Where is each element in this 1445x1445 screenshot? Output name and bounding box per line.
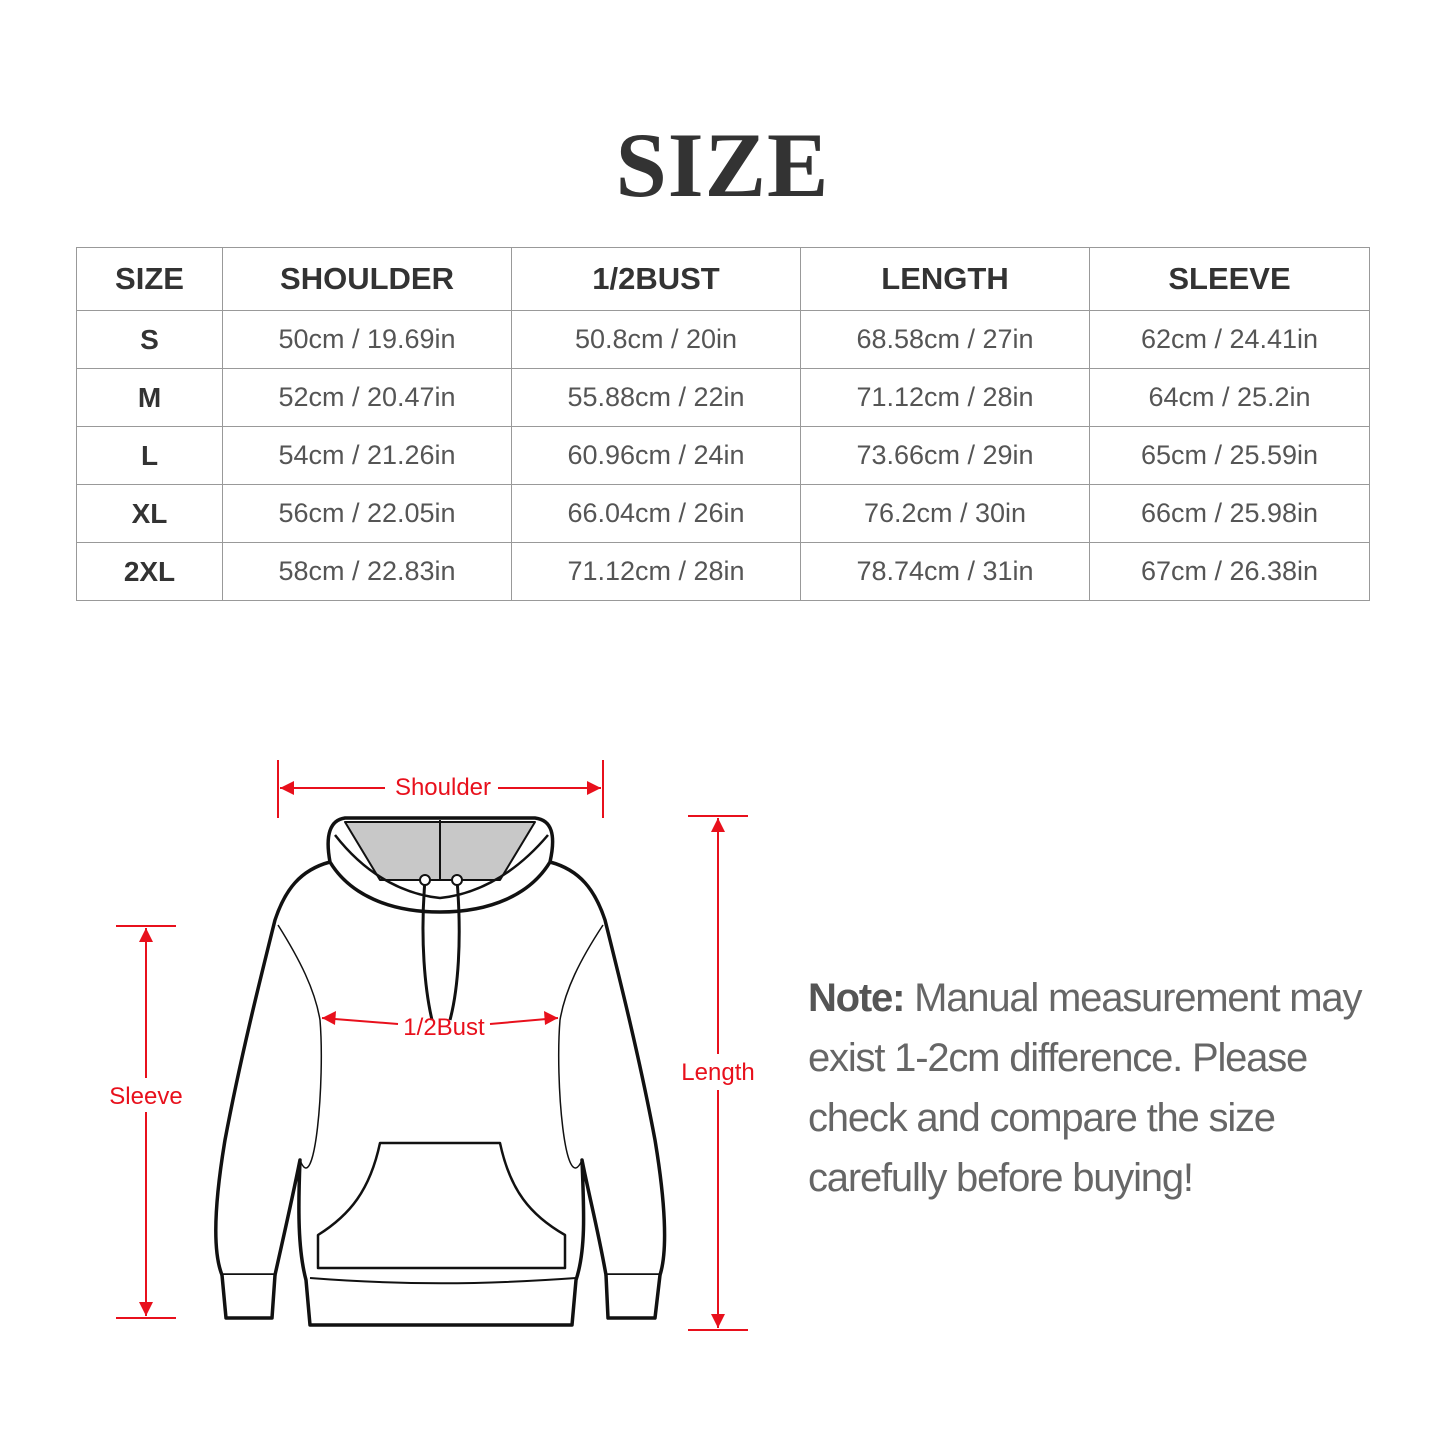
measurement-cell: 58cm / 22.83in [222, 542, 512, 601]
size-cell: S [76, 310, 223, 369]
measurement-cell: 73.66cm / 29in [800, 426, 1090, 485]
sleeve-label: Sleeve [109, 1083, 182, 1110]
measurement-cell: 66cm / 25.98in [1089, 484, 1370, 543]
measurement-cell: 56cm / 22.05in [222, 484, 512, 543]
header-sleeve: SLEEVE [1089, 247, 1370, 311]
note-text: Note: Manual measurement may exist 1-2cm… [808, 968, 1408, 1208]
measurement-cell: 54cm / 21.26in [222, 426, 512, 485]
header-bust: 1/2BUST [511, 247, 801, 311]
size-cell: XL [76, 484, 223, 543]
header-size: SIZE [76, 247, 223, 311]
table-row: 2XL 58cm / 22.83in 71.12cm / 28in 78.74cm /… [76, 542, 1370, 601]
table-row: L 54cm / 21.26in 60.96cm / 24in 73.66cm / 2… [76, 426, 1370, 485]
size-cell: 2XL [76, 542, 223, 601]
measurement-cell: 71.12cm / 28in [511, 542, 801, 601]
table-row: S 50cm / 19.69in 50.8cm / 20in 68.58cm / 27… [76, 310, 1370, 369]
measurement-cell: 67cm / 26.38in [1089, 542, 1370, 601]
header-length: LENGTH [800, 247, 1090, 311]
measurement-cell: 68.58cm / 27in [800, 310, 1090, 369]
measurement-cell: 62cm / 24.41in [1089, 310, 1370, 369]
size-cell: L [76, 426, 223, 485]
measurement-cell: 50cm / 19.69in [222, 310, 512, 369]
measurement-cell: 52cm / 20.47in [222, 368, 512, 427]
hoodie-icon [214, 816, 667, 1327]
measurement-cell: 71.12cm / 28in [800, 368, 1090, 427]
note-body: Manual measurement may exist 1-2cm diffe… [808, 976, 1362, 1200]
measurement-cell: 60.96cm / 24in [511, 426, 801, 485]
measurement-cell: 64cm / 25.2in [1089, 368, 1370, 427]
bust-label: 1/2Bust [403, 1014, 485, 1041]
table-header-row: SIZE SHOULDER 1/2BUST LENGTH SLEEVE [76, 247, 1370, 311]
table-row: XL 56cm / 22.05in 66.04cm / 26in 76.2cm / 3… [76, 484, 1370, 543]
measurement-cell: 65cm / 25.59in [1089, 426, 1370, 485]
shoulder-label: Shoulder [395, 774, 491, 801]
measurement-cell: 76.2cm / 30in [800, 484, 1090, 543]
hoodie-diagram: Shoulder 1/2Bust Sleeve Length [109, 760, 755, 1331]
page-title: SIZE [615, 114, 830, 216]
header-shoulder: SHOULDER [222, 247, 512, 311]
table-row: M 52cm / 20.47in 55.88cm / 22in 71.12cm / 2… [76, 368, 1370, 427]
size-cell: M [76, 368, 223, 427]
measurement-cell: 78.74cm / 31in [800, 542, 1090, 601]
measurement-lines [116, 760, 748, 1331]
measurement-cell: 50.8cm / 20in [511, 310, 801, 369]
size-table: SIZE SHOULDER 1/2BUST LENGTH SLEEVE S 50c… [76, 247, 1370, 601]
measurement-cell: 55.88cm / 22in [511, 368, 801, 427]
note-label: Note: [808, 976, 905, 1020]
measurement-cell: 66.04cm / 26in [511, 484, 801, 543]
length-label: Length [681, 1059, 754, 1086]
